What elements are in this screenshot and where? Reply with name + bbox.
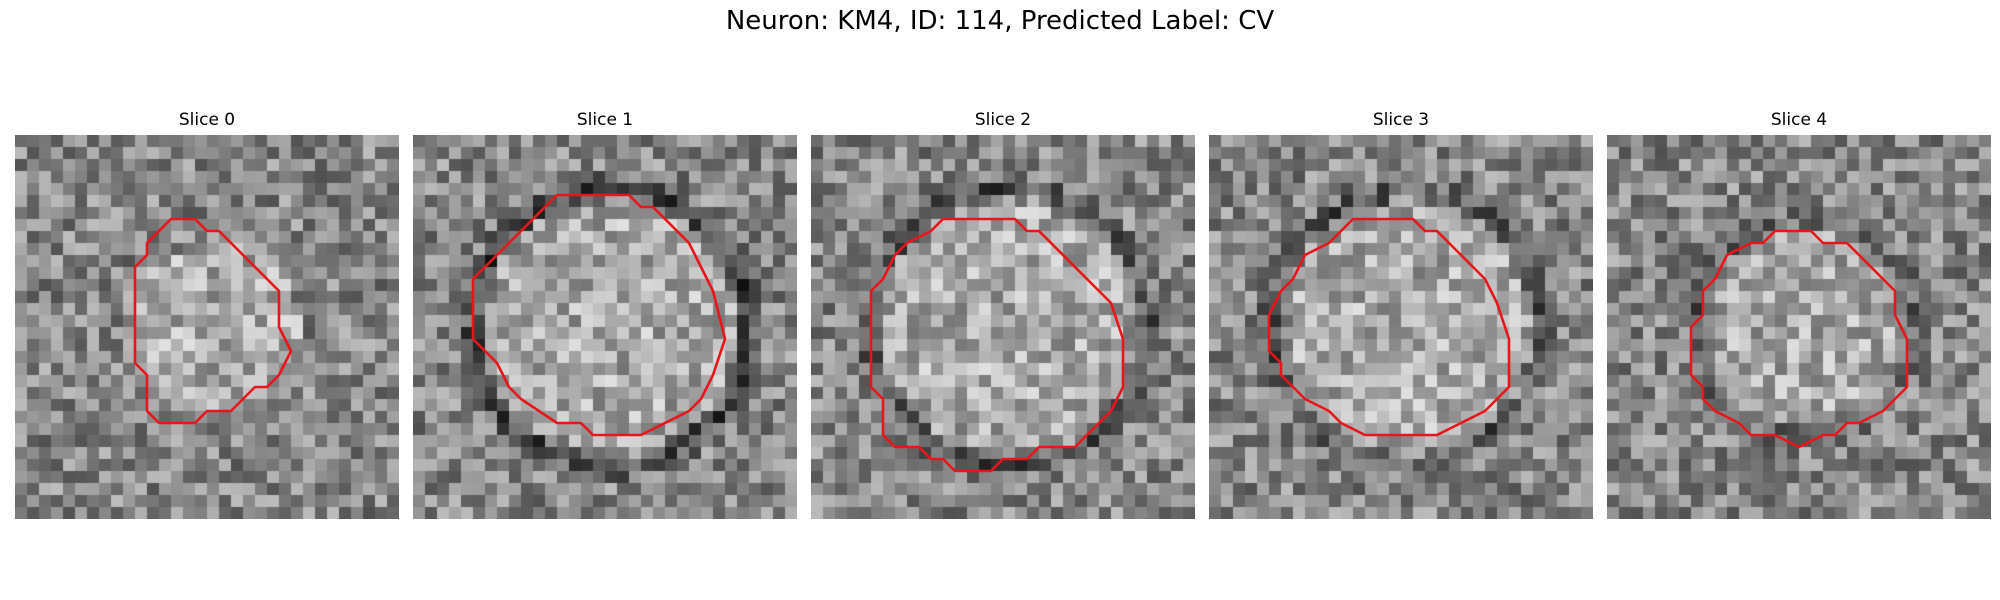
grayscale-image bbox=[811, 135, 1195, 519]
segmentation-contour bbox=[471, 193, 727, 437]
slice-panel-1: Slice 1 bbox=[413, 108, 797, 519]
grayscale-image bbox=[1209, 135, 1593, 519]
slice-image-0 bbox=[15, 135, 399, 519]
contour-overlay bbox=[869, 217, 1125, 473]
slice-panel-4: Slice 4 bbox=[1607, 108, 1991, 519]
slice-title-1: Slice 1 bbox=[576, 110, 634, 130]
contour-overlay bbox=[471, 193, 727, 437]
grayscale-image bbox=[1607, 135, 1991, 519]
slice-title-4: Slice 4 bbox=[1770, 110, 1828, 130]
slice-image-4 bbox=[1607, 135, 1991, 519]
contour-overlay bbox=[1267, 217, 1511, 437]
slice-title-0: Slice 0 bbox=[178, 110, 236, 130]
segmentation-contour bbox=[1689, 229, 1909, 449]
slice-panel-0: Slice 0 bbox=[15, 108, 399, 519]
slice-image-3 bbox=[1209, 135, 1593, 519]
grayscale-image bbox=[15, 135, 399, 519]
slice-panel-3: Slice 3 bbox=[1209, 108, 1593, 519]
slice-image-1 bbox=[413, 135, 797, 519]
grayscale-image bbox=[413, 135, 797, 519]
contour-overlay bbox=[1689, 229, 1909, 449]
slice-title-2: Slice 2 bbox=[974, 110, 1032, 130]
slice-image-2 bbox=[811, 135, 1195, 519]
suptitle: Neuron: KM4, ID: 114, Predicted Label: C… bbox=[725, 6, 1275, 36]
contour-overlay bbox=[133, 217, 293, 425]
segmentation-contour bbox=[869, 217, 1125, 473]
slice-panel-2: Slice 2 bbox=[811, 108, 1195, 519]
slice-title-3: Slice 3 bbox=[1372, 110, 1430, 130]
segmentation-contour bbox=[1267, 217, 1511, 437]
segmentation-contour bbox=[133, 217, 293, 425]
